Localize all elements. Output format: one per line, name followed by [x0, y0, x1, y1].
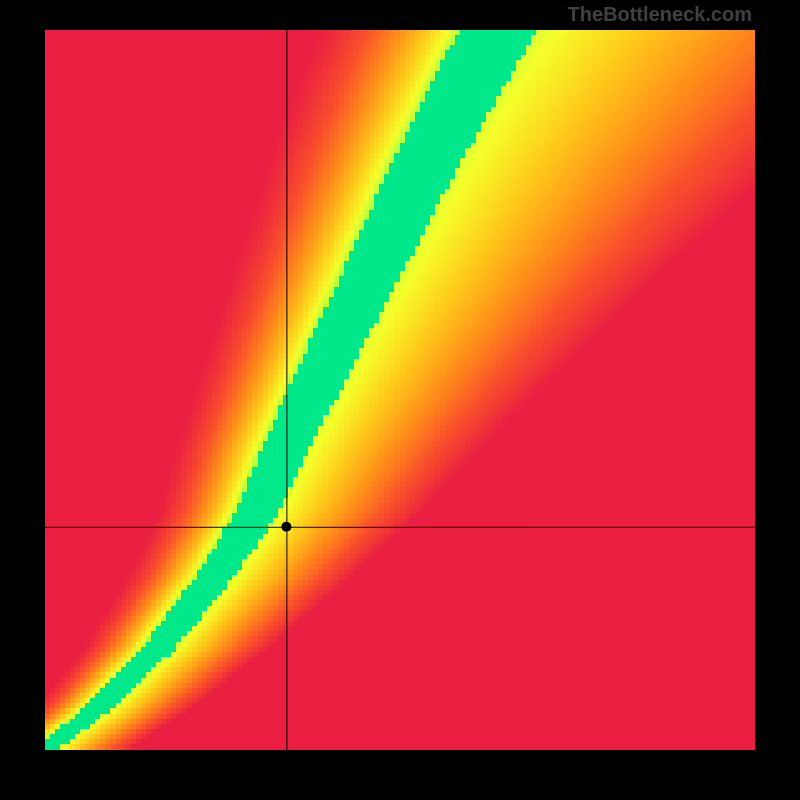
root-container: TheBottleneck.com [0, 0, 800, 800]
plot-area [45, 30, 755, 750]
watermark-text: TheBottleneck.com [568, 4, 752, 27]
heatmap-canvas [45, 30, 755, 750]
